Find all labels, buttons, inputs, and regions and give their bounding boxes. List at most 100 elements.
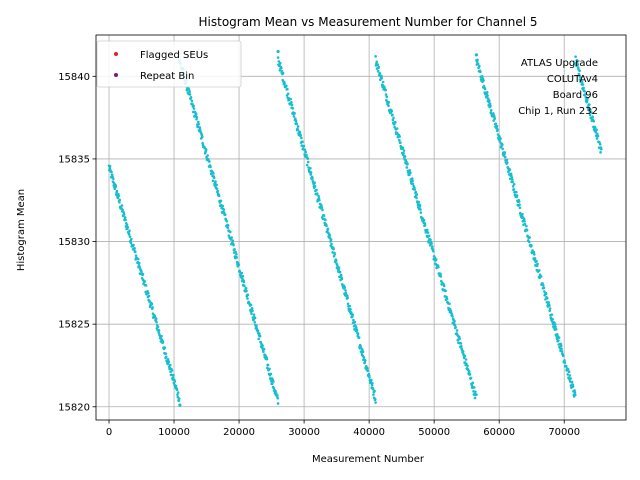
data-point: [387, 104, 390, 108]
data-point: [215, 187, 219, 191]
data-point: [363, 359, 367, 362]
data-point: [266, 363, 270, 367]
data-point: [126, 225, 130, 229]
data-point: [418, 204, 422, 207]
data-point: [402, 151, 405, 155]
data-point: [228, 230, 232, 234]
legend-box: [96, 40, 242, 88]
data-point: [463, 354, 467, 358]
data-point: [115, 189, 119, 193]
data-point: [230, 236, 234, 239]
data-point: [594, 131, 598, 134]
data-point: [468, 372, 472, 376]
data-point: [458, 337, 461, 341]
data-point: [596, 134, 600, 138]
data-point: [346, 294, 349, 298]
data-point: [117, 194, 121, 198]
data-point: [223, 213, 227, 216]
data-point: [173, 380, 177, 383]
data-point: [453, 323, 457, 327]
data-point: [272, 386, 276, 390]
data-point: [511, 185, 515, 188]
data-point: [556, 333, 559, 336]
data-point: [422, 218, 426, 222]
data-point: [554, 327, 558, 331]
y-tick-label: 15835: [58, 154, 90, 165]
data-point: [476, 62, 480, 66]
data-point: [235, 252, 238, 256]
data-point: [554, 325, 557, 329]
data-point: [170, 369, 174, 372]
data-point: [359, 344, 362, 348]
data-point: [528, 236, 531, 239]
data-point: [469, 376, 473, 380]
data-point: [134, 250, 137, 254]
y-tick-label: 15830: [58, 237, 90, 248]
data-point: [226, 223, 230, 227]
data-point: [510, 173, 513, 177]
data-point: [573, 391, 577, 394]
data-point: [593, 126, 597, 129]
data-point: [582, 86, 585, 90]
data-point: [372, 393, 375, 396]
data-point: [326, 227, 330, 231]
data-point: [128, 235, 132, 238]
data-point: [274, 389, 277, 393]
data-point: [120, 204, 124, 207]
data-point: [393, 125, 396, 129]
data-point: [253, 321, 257, 324]
data-point: [356, 332, 360, 336]
data-point: [538, 269, 541, 272]
data-point: [401, 146, 405, 150]
data-point: [355, 329, 359, 332]
data-point: [108, 164, 112, 168]
data-point: [251, 309, 254, 313]
data-point: [551, 317, 554, 321]
data-point: [124, 218, 127, 222]
data-point: [116, 196, 120, 200]
annotation-line: COLUTAv4: [547, 74, 598, 85]
data-point: [157, 331, 161, 334]
data-point: [121, 208, 124, 212]
data-point: [518, 203, 521, 206]
data-point: [195, 115, 199, 119]
data-point: [591, 115, 594, 119]
x-tick-label: 30000: [288, 427, 320, 438]
data-point: [258, 334, 262, 338]
data-point: [377, 65, 381, 69]
data-point: [568, 374, 572, 377]
data-point: [579, 75, 582, 79]
data-point: [489, 108, 493, 112]
data-point: [286, 87, 289, 91]
data-point: [411, 182, 415, 186]
data-point: [391, 118, 395, 122]
data-point: [385, 95, 389, 99]
data-point: [192, 104, 195, 108]
data-point: [280, 66, 283, 70]
data-point: [132, 243, 135, 247]
data-point: [564, 365, 568, 368]
data-point: [192, 107, 196, 110]
data-point: [255, 324, 258, 328]
data-point: [118, 198, 122, 202]
data-point: [573, 389, 576, 392]
data-point: [548, 309, 552, 313]
data-point: [176, 391, 180, 394]
data-point: [553, 323, 557, 326]
data-point: [252, 318, 255, 322]
legend-label: Flagged SEUs: [140, 50, 208, 61]
data-point: [548, 304, 551, 307]
data-point: [291, 107, 295, 110]
data-point: [448, 302, 451, 306]
data-point: [492, 112, 495, 115]
data-point: [419, 211, 423, 214]
data-point: [250, 307, 254, 310]
data-point: [351, 313, 354, 317]
data-point: [415, 196, 418, 200]
data-point: [533, 253, 536, 256]
data-point: [313, 184, 317, 188]
data-point: [333, 252, 337, 256]
data-point: [576, 63, 580, 66]
data-point: [521, 212, 524, 216]
data-point: [305, 153, 308, 157]
